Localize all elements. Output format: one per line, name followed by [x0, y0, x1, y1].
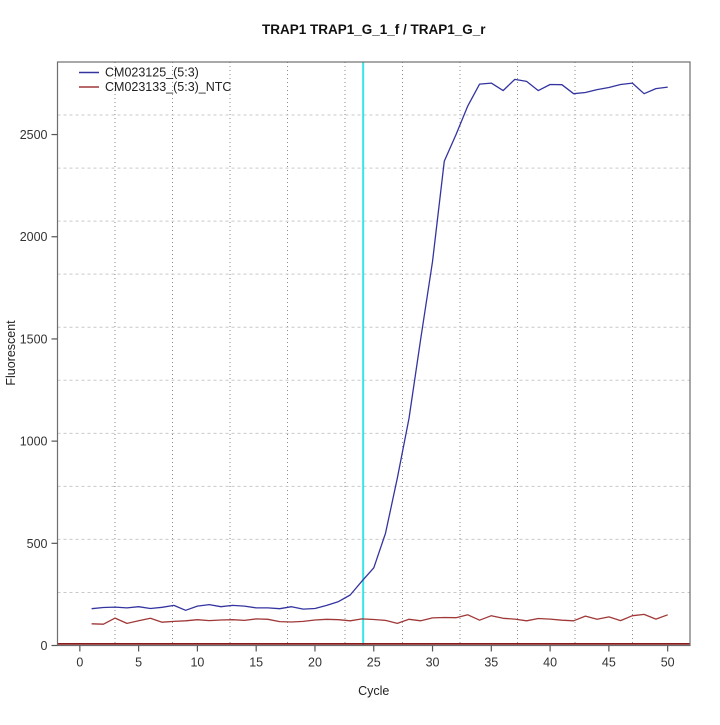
y-axis-ticks: 0 500 1000 1500 2000 2500	[20, 128, 58, 653]
x-tick-label: 15	[249, 656, 263, 670]
y-tick-label: 1000	[20, 435, 48, 449]
x-tick-label: 45	[602, 656, 616, 670]
x-tick-label: 40	[543, 656, 557, 670]
y-tick-label: 1500	[20, 332, 48, 346]
x-tick-label: 25	[367, 656, 381, 670]
y-tick-label: 0	[41, 639, 48, 653]
series-line-ntc	[91, 613, 668, 625]
y-axis-label: Fluorescent	[4, 320, 18, 386]
x-tick-label: 5	[135, 656, 142, 670]
series-line-sample	[91, 78, 668, 611]
y-tick-label: 2000	[20, 230, 48, 244]
horizontal-gridlines	[57, 114, 690, 593]
chart-title: TRAP1 TRAP1_G_1_f / TRAP1_G_r	[262, 22, 486, 37]
y-tick-label: 2500	[20, 128, 48, 142]
series-lines	[91, 78, 668, 625]
x-tick-label: 10	[190, 656, 204, 670]
x-axis-ticks: 0 5 10 15 20 25 30 35 40 45 50	[76, 645, 675, 670]
legend-label-ntc: CM023133_(5:3)_NTC	[105, 80, 231, 94]
legend: CM023125_(5:3) CM023133_(5:3)_NTC	[79, 66, 231, 94]
vertical-gridlines	[114, 62, 633, 646]
x-tick-label: 20	[308, 656, 322, 670]
x-tick-label: 50	[661, 656, 675, 670]
x-tick-label: 0	[76, 656, 83, 670]
x-axis-label: Cycle	[358, 684, 389, 698]
legend-label-sample: CM023125_(5:3)	[105, 66, 199, 80]
y-tick-label: 500	[27, 537, 48, 551]
plot-border	[56, 61, 691, 647]
x-tick-label: 30	[426, 656, 440, 670]
x-tick-label: 35	[484, 656, 498, 670]
